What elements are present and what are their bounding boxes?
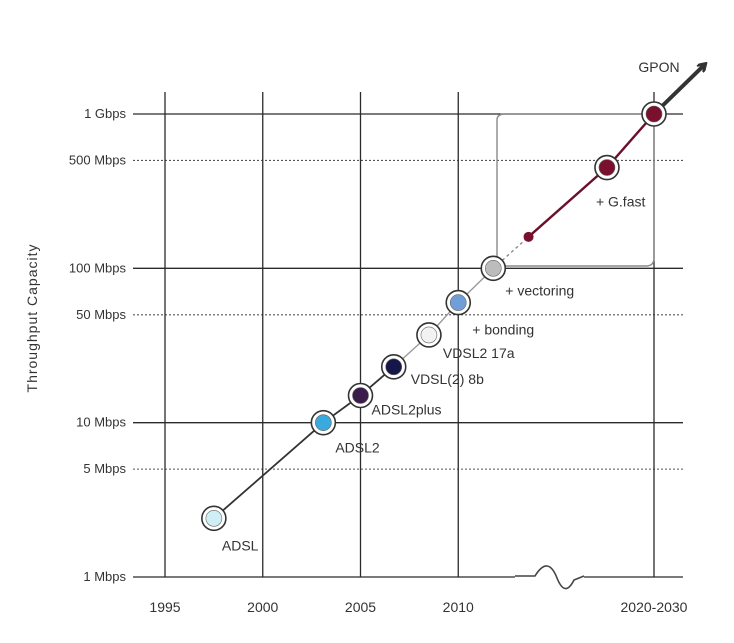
data-point-marker — [449, 294, 467, 311]
y-axis-title: Throughput Capacity — [24, 244, 40, 393]
data-point-label: ADSL2plus — [372, 401, 442, 417]
point-gpon: GPON — [638, 59, 680, 127]
y-tick-label: 1 Mbps — [83, 569, 126, 584]
point-vdsl-2-8b: VDSL(2) 8b — [380, 354, 484, 387]
x-tick-label: 2000 — [247, 599, 278, 615]
y-tick-label: 100 Mbps — [69, 260, 127, 275]
x-axis-labels: 1995 2000 2005 2010 2020-2030 — [149, 599, 687, 615]
data-point-marker — [484, 260, 502, 277]
trend-segment — [527, 166, 608, 238]
technology-points: ADSL ADSL2 ADSL2plus VDSL(2) 8b VDSL2 17a + b… — [201, 59, 680, 553]
data-point-label: ADSL — [222, 537, 259, 553]
y-axis-labels: 1 Gbps 500 Mbps 100 Mbps 50 Mbps 10 Mbps 5 Mb… — [69, 106, 127, 584]
point-bonding: + bonding — [445, 289, 534, 338]
data-point-label: ADSL2 — [335, 440, 380, 456]
data-point-marker — [645, 105, 663, 123]
y-tick-label: 50 Mbps — [76, 307, 126, 322]
point-adsl2plus: ADSL2plus — [347, 382, 442, 417]
point-intermediate — [523, 231, 534, 242]
data-point-marker — [598, 159, 616, 176]
grid-lines — [133, 92, 683, 578]
data-point-marker — [315, 414, 332, 431]
axis-break-squiggle — [515, 565, 585, 590]
data-point-label: VDSL(2) 8b — [411, 371, 484, 387]
y-tick-label: 1 Gbps — [84, 106, 126, 121]
trend-segment — [213, 421, 324, 519]
point-adsl2: ADSL2 — [310, 409, 380, 456]
data-point-marker — [205, 510, 223, 527]
point-adsl: ADSL — [201, 505, 259, 553]
data-point-label: VDSL2 17a — [443, 345, 515, 361]
data-point-marker — [420, 326, 438, 344]
data-point-label: + vectoring — [505, 282, 574, 298]
data-point-label: + G.fast — [596, 194, 646, 210]
point-vdsl2-17a: VDSL2 17a — [416, 322, 515, 361]
y-tick-label: 5 Mbps — [83, 461, 126, 476]
point-g-fast: + G.fast — [594, 154, 646, 210]
x-tick-label: 2010 — [443, 599, 474, 615]
data-point-label: GPON — [638, 59, 679, 75]
data-point-marker — [523, 231, 534, 242]
x-tick-label: 2020-2030 — [621, 599, 688, 615]
y-tick-label: 500 Mbps — [69, 152, 127, 167]
x-tick-label: 1995 — [149, 599, 180, 615]
x-tick-label: 2005 — [345, 599, 376, 615]
data-point-marker — [352, 387, 369, 404]
point-vectoring: + vectoring — [480, 255, 574, 298]
data-point-label: + bonding — [472, 322, 534, 338]
data-point-marker — [385, 358, 403, 376]
y-tick-label: 10 Mbps — [76, 415, 126, 430]
